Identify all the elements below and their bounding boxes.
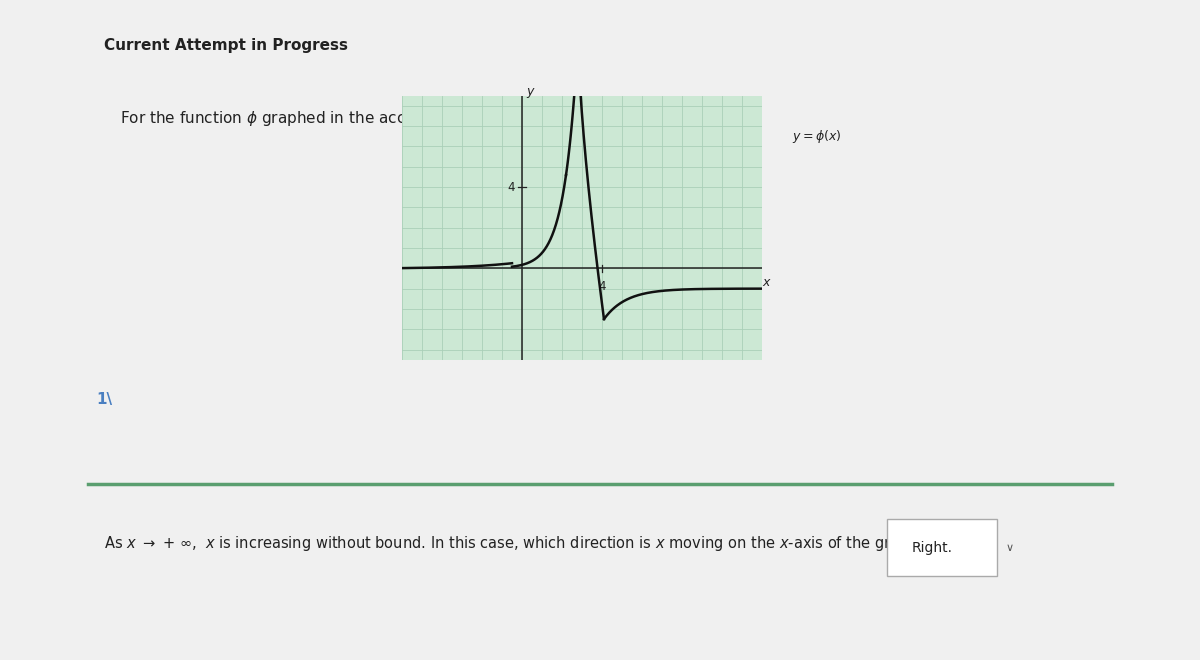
- Text: For the function $\phi$ graphed in the accompanying figure, find  $\lim\,\phi(x): For the function $\phi$ graphed in the a…: [120, 109, 649, 127]
- Text: As $x$ $\to$ $+$ $\infty$,  $x$ is increasing without bound. In this case, which: As $x$ $\to$ $+$ $\infty$, $x$ is increa…: [104, 535, 926, 553]
- Text: $\vee$: $\vee$: [1004, 543, 1014, 553]
- Text: Right.: Right.: [912, 541, 953, 555]
- Text: y: y: [527, 85, 534, 98]
- Text: 1\: 1\: [97, 393, 113, 407]
- Text: $y = \phi(x)$: $y = \phi(x)$: [792, 128, 841, 145]
- FancyBboxPatch shape: [887, 519, 997, 576]
- Text: 4: 4: [599, 280, 606, 294]
- Text: Current Attempt in Progress: Current Attempt in Progress: [104, 38, 348, 53]
- Text: $x\!\to\!+\infty$: $x\!\to\!+\infty$: [689, 132, 730, 143]
- Text: x: x: [762, 276, 769, 289]
- Text: 4: 4: [508, 181, 515, 193]
